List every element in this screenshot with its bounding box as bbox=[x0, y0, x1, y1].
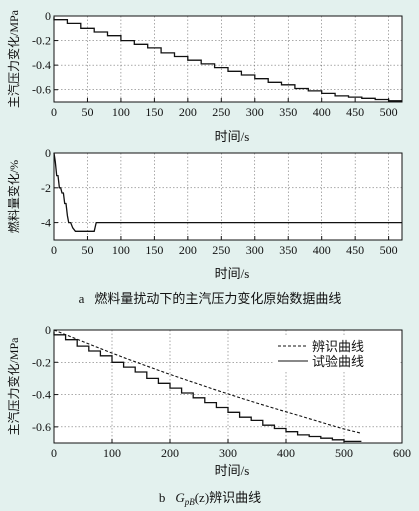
y-tick-label: -0.2 bbox=[32, 355, 51, 369]
legend-label-2: 试验曲线 bbox=[312, 354, 364, 369]
series-line-2 bbox=[53, 331, 362, 443]
caption-b-text: 辨识曲线 bbox=[209, 490, 261, 505]
y-tick-label: 0 bbox=[45, 323, 51, 337]
x-tick-label: 400 bbox=[313, 243, 331, 257]
x-tick-label: 300 bbox=[246, 105, 264, 119]
x-tick-label: 0 bbox=[51, 105, 57, 119]
caption-b-symbol: G bbox=[175, 490, 185, 505]
y-tick-label: -2 bbox=[41, 181, 51, 195]
caption-b: b GpB(z)辨识曲线 bbox=[159, 490, 261, 507]
x-tick-label: 0 bbox=[51, 243, 57, 257]
x-axis-label: 时间/s bbox=[215, 129, 250, 144]
x-axis-label: 时间/s bbox=[215, 266, 250, 281]
x-tick-label: 200 bbox=[179, 243, 197, 257]
chart-a-pressure: 0 50 100 150 200 250 300 350 400 450 500 0 -0.2 -0.4 -… bbox=[6, 9, 403, 144]
legend-label-1: 辨识曲线 bbox=[312, 339, 364, 354]
chart-b-identification: 0 100 200 300 400 500 600 0 -0.2 -0.4 -0.6 时间/s 主汽压力… bbox=[6, 323, 411, 478]
y-axis-label: 主汽压力变化/MPa bbox=[6, 9, 21, 108]
caption-b-letter: b bbox=[159, 490, 166, 505]
caption-b-subscript: pB bbox=[184, 497, 196, 507]
plot-frame bbox=[53, 15, 403, 103]
x-axis-label: 时间/s bbox=[215, 463, 250, 478]
x-tick-label: 100 bbox=[112, 243, 130, 257]
y-tick-label: -0.6 bbox=[32, 83, 51, 97]
y-tick-label: -0.4 bbox=[32, 58, 51, 72]
caption-a-letter: a bbox=[79, 291, 85, 306]
x-tick-label: 50 bbox=[81, 243, 93, 257]
chart-a-fuel: 0 50 100 150 200 250 300 350 400 450 500 0 -2 -4 时间/s 燃… bbox=[6, 146, 403, 281]
x-tick-label: 250 bbox=[212, 105, 230, 119]
x-tick-label: 300 bbox=[219, 446, 237, 460]
x-tick-label: 250 bbox=[212, 243, 230, 257]
x-tick-label: 450 bbox=[346, 105, 364, 119]
x-tick-label: 500 bbox=[335, 446, 353, 460]
y-tick-label: -0.2 bbox=[32, 34, 51, 48]
y-tick-label: 0 bbox=[45, 9, 51, 23]
series-line-1 bbox=[53, 152, 402, 232]
y-tick-label: -4 bbox=[41, 216, 51, 230]
x-tick-label: 300 bbox=[246, 243, 264, 257]
x-tick-label: 600 bbox=[393, 446, 411, 460]
x-tick-label: 50 bbox=[81, 105, 93, 119]
series-line-1 bbox=[53, 17, 402, 102]
x-tick-label: 500 bbox=[380, 105, 398, 119]
x-tick-label: 350 bbox=[279, 243, 297, 257]
y-axis-label: 燃料量变化/% bbox=[6, 160, 21, 233]
caption-a-text: 燃料量扰动下的主汽压力变化原始数据曲线 bbox=[94, 291, 341, 306]
x-tick-label: 500 bbox=[380, 243, 398, 257]
x-tick-label: 450 bbox=[346, 243, 364, 257]
x-tick-label: 100 bbox=[112, 105, 130, 119]
x-tick-label: 400 bbox=[313, 105, 331, 119]
series-line-1 bbox=[53, 329, 362, 434]
x-tick-label: 400 bbox=[277, 446, 295, 460]
legend-box bbox=[274, 336, 400, 370]
x-tick-label: 200 bbox=[161, 446, 179, 460]
y-tick-label: 0 bbox=[45, 146, 51, 160]
plot-frame bbox=[53, 152, 403, 241]
caption-b-arg: (z) bbox=[195, 490, 209, 505]
x-tick-label: 0 bbox=[51, 446, 57, 460]
caption-a: a 燃料量扰动下的主汽压力变化原始数据曲线 bbox=[79, 291, 342, 306]
y-tick-label: -0.4 bbox=[32, 388, 51, 402]
x-tick-label: 200 bbox=[179, 105, 197, 119]
plot-area bbox=[54, 16, 402, 102]
y-tick-label: -0.6 bbox=[32, 420, 51, 434]
x-tick-label: 350 bbox=[279, 105, 297, 119]
x-tick-label: 150 bbox=[145, 105, 163, 119]
y-axis-label: 主汽压力变化/MPa bbox=[6, 337, 21, 436]
x-tick-label: 150 bbox=[145, 243, 163, 257]
x-tick-label: 100 bbox=[103, 446, 121, 460]
plot-area bbox=[54, 153, 402, 240]
